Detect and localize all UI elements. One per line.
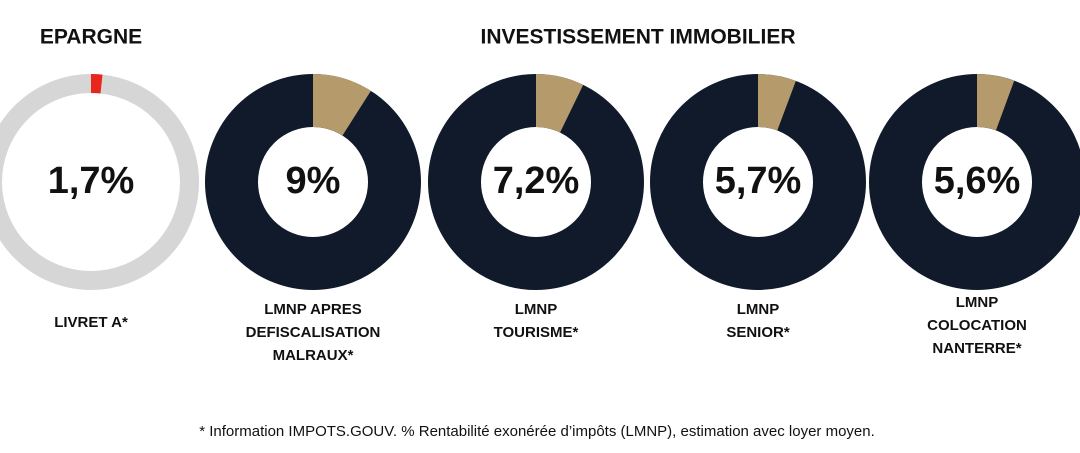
chart-label: LMNP (737, 301, 780, 318)
chart-label: SENIOR* (726, 324, 790, 341)
donut-segment (313, 74, 371, 136)
donut-segment (536, 74, 584, 133)
value-label: 9% (286, 160, 341, 202)
section-title: EPARGNE (40, 26, 142, 49)
chart-label: LMNP (956, 294, 999, 311)
chart-label: LIVRET A* (54, 314, 128, 331)
chart-label: LMNP APRES (264, 301, 362, 318)
chart-label: COLOCATION (927, 317, 1027, 334)
footnote: * Information IMPOTS.GOUV. % Rentabilité… (199, 423, 875, 440)
donut-segment (758, 74, 796, 131)
value-label: 7,2% (493, 160, 580, 202)
chart-label: LMNP (515, 301, 558, 318)
chart-label: TOURISME* (494, 324, 579, 341)
donut-segment (91, 74, 103, 94)
section-title: INVESTISSEMENT IMMOBILIER (480, 26, 795, 49)
donut-segment (977, 74, 1015, 131)
chart-label: DEFISCALISATION (246, 324, 381, 341)
value-label: 5,6% (934, 160, 1021, 202)
value-label: 1,7% (48, 160, 135, 202)
chart-label: NANTERRE* (932, 340, 1021, 357)
chart-label: MALRAUX* (273, 347, 354, 364)
value-label: 5,7% (715, 160, 802, 202)
